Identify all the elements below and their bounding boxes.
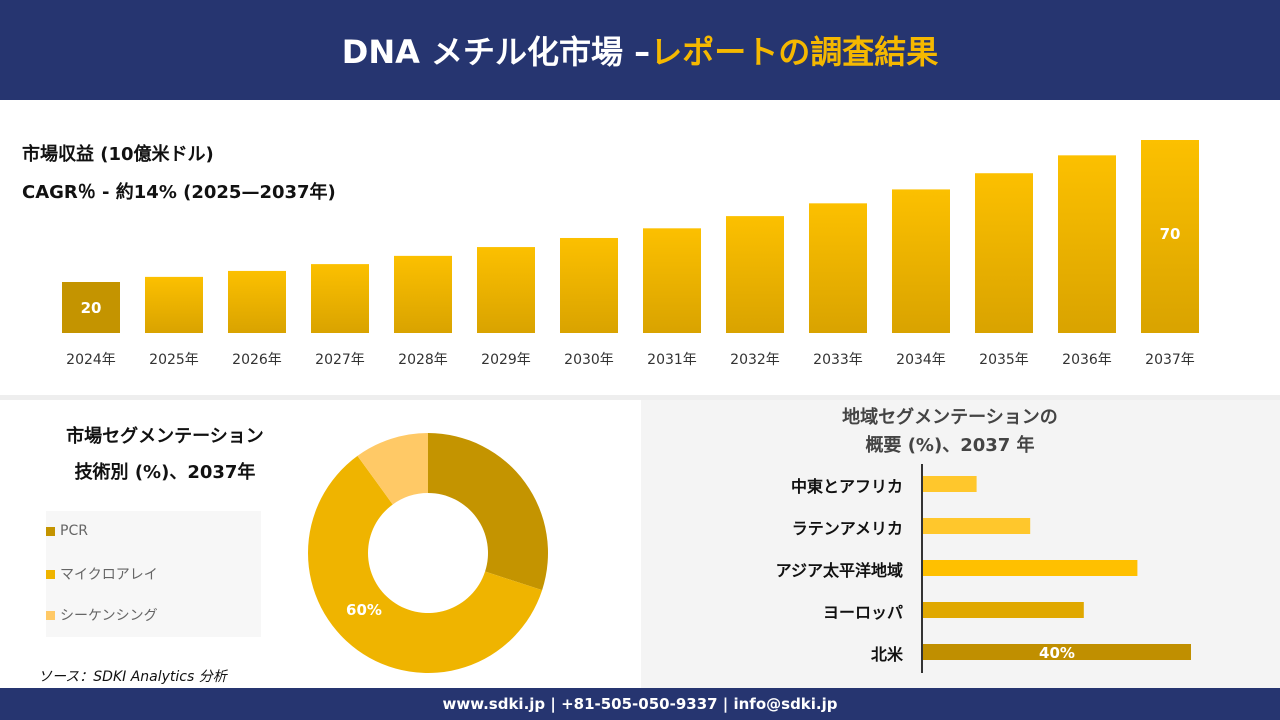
revenue-bar <box>1058 155 1116 333</box>
title-main: DNA メチル化市場 – <box>341 33 651 71</box>
region-bar <box>923 644 1191 660</box>
region-bar <box>923 602 1084 618</box>
bar-data-label: 70 <box>1160 225 1181 243</box>
title-accent: レポートの調査結果 <box>650 33 939 71</box>
year-tick-label: 2035年 <box>979 352 1029 368</box>
region-label: ヨーロッパ <box>822 603 903 622</box>
legend-item-pcr: PCR <box>46 523 88 539</box>
legend-swatch <box>46 526 55 536</box>
region-bar <box>923 560 1138 576</box>
region-title: 地域セグメンテーションの 概要 (%)、2037 年 <box>842 407 1058 456</box>
year-tick-label: 2034年 <box>896 352 946 368</box>
cagr-label: CAGR％ - 約14% (2025—2037年) <box>22 182 336 203</box>
year-tick-label: 2024年 <box>66 352 116 368</box>
revenue-bar <box>228 270 286 333</box>
footer-contact: www.sdki.jp | +81-505-050-9337 | info@sd… <box>0 688 1280 720</box>
donut-slice <box>428 433 548 591</box>
year-tick-label: 2028年 <box>398 352 448 368</box>
revenue-bar <box>809 203 867 333</box>
year-tick-label: 2037年 <box>1145 352 1195 368</box>
revenue-bar <box>62 282 120 333</box>
revenue-bar <box>643 228 701 333</box>
donut-legend <box>46 511 261 637</box>
donut-slice <box>307 455 543 674</box>
tech-title-line1: 市場セグメンテーション <box>66 426 264 447</box>
year-tick-label: 2029年 <box>481 352 531 368</box>
region-data-label: 40% <box>1039 644 1075 662</box>
revenue-bar <box>892 189 950 333</box>
year-tick-label: 2027年 <box>315 352 365 368</box>
region-label: ラテンアメリカ <box>791 519 903 538</box>
legend-item-sequencing: シーケンシング <box>46 605 158 625</box>
revenue-bar <box>726 216 784 333</box>
year-tick-label: 2030年 <box>564 352 614 368</box>
donut-slice <box>357 433 428 505</box>
bar-data-label: 20 <box>81 299 102 317</box>
legend-swatch <box>46 569 55 579</box>
revenue-bar <box>560 237 618 333</box>
revenue-bar <box>145 276 203 333</box>
divider <box>0 395 1280 400</box>
region-label: 北米 <box>870 645 903 664</box>
year-tick-label: 2031年 <box>647 352 697 368</box>
revenue-bar <box>477 247 535 333</box>
legend-item-microarray: マイクロアレイ <box>46 564 158 584</box>
revenue-bar <box>1141 140 1199 333</box>
revenue-label: 市場収益 (10億米ドル) <box>22 144 214 165</box>
year-tick-label: 2033年 <box>813 352 863 368</box>
donut-data-label: 60% <box>346 601 382 619</box>
revenue-bar <box>975 173 1033 333</box>
revenue-bar <box>394 255 452 333</box>
region-panel <box>641 400 1280 688</box>
header-banner: DNA メチル化市場 – レポートの調査結果 <box>0 0 1280 100</box>
region-bar <box>923 518 1031 534</box>
region-bar <box>923 476 977 492</box>
region-label: 中東とアフリカ <box>790 477 903 496</box>
year-tick-label: 2026年 <box>232 352 282 368</box>
year-tick-label: 2032年 <box>730 352 780 368</box>
region-label: アジア太平洋地域 <box>775 561 903 580</box>
revenue-bar <box>311 264 369 333</box>
source-note: ソース：SDKI Analytics 分析 <box>38 669 227 685</box>
tech-title-line2: 技術別 (%)、2037年 <box>74 462 256 483</box>
legend-swatch <box>46 610 55 620</box>
year-tick-label: 2036年 <box>1062 352 1112 368</box>
year-tick-label: 2025年 <box>149 352 199 368</box>
